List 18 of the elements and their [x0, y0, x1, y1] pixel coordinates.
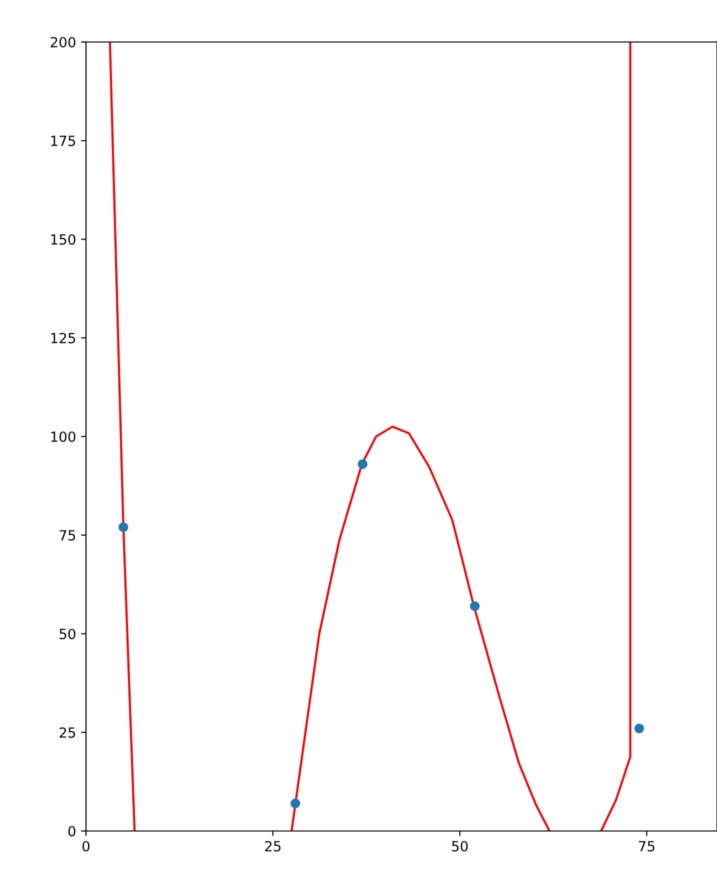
y-tick-label: 50 [60, 628, 76, 640]
x-tick-label: 75 [639, 841, 654, 852]
y-tick-label: 75 [60, 530, 76, 541]
y-tick-label: 100 [51, 431, 76, 442]
point [634, 724, 644, 734]
y-tick-label: 175 [51, 136, 76, 146]
x-tick-label: 50 [452, 840, 468, 852]
y-tick-label: 125 [51, 332, 76, 344]
y-tick-label: 0 [68, 826, 76, 836]
point [118, 522, 128, 532]
point [290, 798, 300, 808]
y-tick-label: 150 [51, 234, 76, 245]
point [470, 601, 480, 611]
point [358, 459, 368, 469]
y-tick-label: 25 [60, 727, 76, 738]
y-tick-label: 200 [50, 36, 76, 48]
x-tick-label: 0 [82, 840, 90, 852]
x-tick-label: 25 [265, 840, 281, 852]
